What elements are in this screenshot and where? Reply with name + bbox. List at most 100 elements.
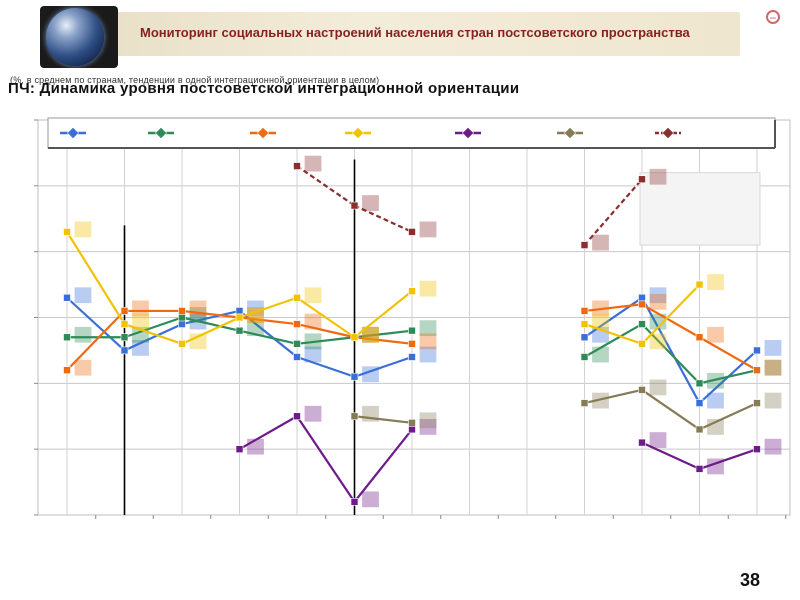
highlight-box (639, 172, 761, 246)
legend-marker-brown (661, 126, 675, 140)
series-line-green (699, 369, 758, 385)
chart-subtitle-small: (%, в среднем по странам, тенденции в од… (10, 75, 380, 85)
legend-marker-blue (66, 126, 80, 140)
point-yellow (235, 313, 244, 322)
data-label-box-blue (304, 346, 322, 363)
series-line-yellow (641, 283, 701, 345)
point-brown (408, 228, 416, 236)
series-line-blue (641, 297, 701, 404)
data-label-box-blue (362, 366, 379, 383)
data-label-box-yellow (707, 274, 724, 290)
data-label-box-olive (362, 405, 379, 422)
point-green (580, 353, 589, 361)
series-line-orange (66, 310, 126, 371)
data-label-box-orange (132, 300, 149, 317)
point-olive (638, 386, 646, 394)
series-line-purple (238, 415, 298, 451)
data-label-box-yellow (247, 307, 264, 323)
point-yellow (695, 280, 704, 289)
series-line-orange (698, 336, 758, 372)
point-orange (63, 366, 71, 374)
legend-marker-orange (256, 126, 270, 140)
series-line-olive (354, 415, 413, 424)
data-label-box-brown (592, 234, 609, 251)
point-blue (695, 399, 704, 407)
data-label-box-yellow (132, 313, 149, 330)
data-label-box-brown (362, 195, 379, 211)
point-orange (638, 300, 646, 309)
close-icon[interactable]: − (766, 10, 780, 24)
series-line-brown (583, 178, 643, 246)
data-label-box-orange (592, 300, 609, 317)
point-blue (580, 333, 589, 342)
point-green (178, 313, 186, 322)
point-yellow (293, 293, 301, 302)
series-line-yellow (124, 323, 183, 345)
series-line-purple (641, 441, 700, 470)
data-label-box-olive (707, 419, 724, 435)
series-line-purple (353, 428, 413, 503)
point-green (235, 326, 244, 335)
data-label-box-orange (649, 293, 667, 310)
data-label-box-blue (649, 287, 667, 304)
point-olive (695, 425, 704, 434)
point-purple (408, 425, 416, 434)
point-green (695, 379, 704, 388)
series-line-brown (296, 165, 356, 207)
data-label-box-green (764, 359, 782, 376)
point-purple (753, 445, 761, 453)
data-label-box-brown (304, 155, 322, 172)
series-line-purple (699, 448, 758, 470)
series-line-blue (181, 309, 240, 326)
point-purple (695, 465, 704, 473)
point-brown (293, 162, 301, 170)
series-line-green (583, 323, 643, 358)
data-label-box-green (592, 346, 609, 363)
point-orange (753, 366, 761, 374)
data-label-box-orange (419, 333, 437, 350)
data-label-box-blue (419, 346, 437, 363)
point-orange (178, 307, 186, 315)
series-line-green (239, 329, 298, 345)
series-line-olive (699, 402, 758, 431)
data-label-box-green (304, 333, 322, 350)
point-purple (293, 412, 301, 421)
point-green (638, 320, 646, 328)
point-brown (638, 175, 646, 184)
point-yellow (63, 228, 71, 236)
data-label-box-purple (304, 405, 322, 422)
point-olive (580, 399, 589, 407)
data-label-box-yellow (362, 326, 379, 343)
series-line-blue (66, 296, 126, 352)
header-band (110, 12, 740, 56)
data-label-box-brown (649, 168, 667, 185)
page-number: 38 (740, 570, 761, 590)
data-label-box-yellow (592, 313, 609, 330)
data-label-box-orange (189, 300, 207, 317)
legend-marker-yellow (351, 126, 365, 140)
series-line-green (354, 329, 413, 339)
point-blue (753, 346, 761, 355)
point-orange (293, 320, 301, 328)
point-orange (408, 340, 416, 348)
data-label-box-olive (764, 392, 782, 409)
point-blue (120, 346, 129, 355)
point-olive (753, 399, 761, 407)
series-line-yellow (66, 231, 126, 325)
data-label-box-purple (247, 438, 264, 455)
series-line-olive (584, 388, 643, 405)
data-label-box-purple (707, 458, 724, 475)
point-orange (120, 307, 129, 315)
point-orange (580, 307, 589, 315)
legend-marker-green (154, 126, 168, 140)
chart-subtitle: ПЧ: Динамика уровня постсоветской интегр… (8, 80, 520, 97)
point-brown (350, 201, 359, 210)
series-line-olive (641, 389, 701, 431)
series-line-yellow (181, 316, 240, 345)
data-label-box-purple (764, 438, 782, 455)
point-purple (350, 498, 359, 506)
series-line-purple (296, 415, 356, 503)
data-label-box-blue (74, 287, 92, 304)
point-yellow (120, 320, 129, 328)
